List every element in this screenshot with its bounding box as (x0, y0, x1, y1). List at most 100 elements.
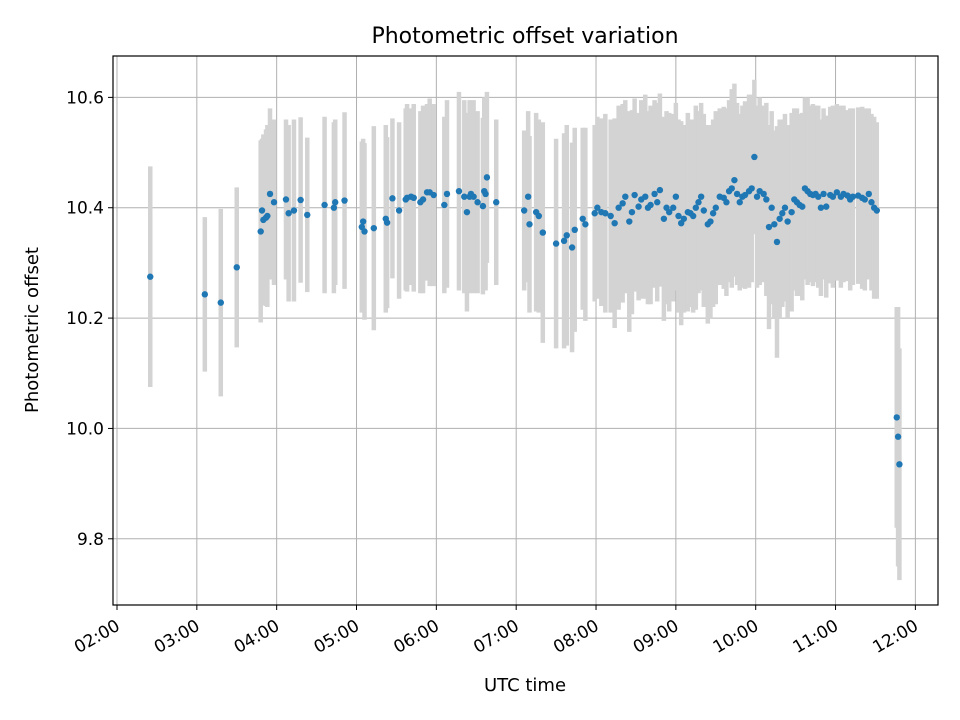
data-point (751, 153, 758, 161)
data-point (619, 200, 626, 207)
data-point (568, 244, 576, 251)
y-axis-label: Photometric offset (22, 247, 43, 413)
data-point (463, 208, 471, 216)
y-tick-label: 10.0 (66, 419, 104, 439)
data-point (820, 190, 827, 198)
data-point (861, 196, 869, 203)
data-point (201, 291, 209, 298)
data-point (666, 208, 673, 216)
data-point (660, 215, 668, 222)
data-point (571, 226, 578, 234)
data-point (654, 199, 661, 206)
data-point (651, 190, 658, 198)
chart-title: Photometric offset variation (371, 24, 678, 49)
data-point (672, 193, 680, 200)
data-point (647, 201, 654, 209)
data-point (781, 204, 789, 211)
data-point (760, 190, 767, 198)
data-point (493, 199, 500, 206)
y-tick-label: 10.4 (66, 199, 104, 219)
data-point (833, 189, 841, 196)
data-point (330, 204, 338, 211)
data-point (389, 195, 396, 202)
data-point (258, 207, 266, 214)
data-point (582, 221, 589, 228)
data-point (815, 193, 822, 200)
data-point (482, 190, 489, 198)
data-point (829, 193, 837, 200)
data-point (695, 199, 702, 206)
data-point (894, 433, 902, 440)
data-point (470, 193, 477, 200)
data-point (896, 461, 903, 468)
data-point (474, 199, 481, 206)
data-point (753, 193, 761, 200)
data-point (264, 212, 271, 220)
data-point (823, 203, 830, 210)
data-point (849, 193, 857, 200)
data-point (443, 190, 451, 198)
data-point (868, 199, 875, 206)
data-point (535, 212, 543, 220)
data-point (628, 208, 636, 216)
data-point (697, 193, 705, 200)
data-point (147, 273, 154, 280)
data-point (626, 218, 633, 225)
data-point (419, 196, 427, 203)
data-point (602, 210, 609, 217)
data-point (692, 204, 700, 211)
y-tick-label: 10.2 (66, 309, 104, 329)
data-point (642, 193, 649, 200)
data-point (539, 229, 546, 236)
data-point (731, 176, 738, 184)
data-point (736, 199, 743, 206)
data-point (733, 190, 741, 198)
data-point (579, 215, 586, 222)
data-point (297, 196, 304, 204)
data-point (728, 185, 735, 192)
data-point (395, 207, 403, 214)
data-point (233, 264, 240, 271)
data-point (270, 199, 278, 206)
data-point (266, 190, 274, 198)
data-point (285, 210, 292, 217)
data-point (748, 185, 755, 192)
data-point (741, 191, 749, 199)
data-point (689, 212, 697, 220)
data-point (257, 228, 264, 235)
data-point (709, 210, 717, 217)
data-point (332, 199, 339, 206)
data-point (520, 207, 528, 214)
plot-frame (112, 55, 939, 606)
data-point (370, 224, 378, 232)
data-point (765, 223, 773, 231)
data-point (591, 210, 598, 217)
data-point (893, 414, 900, 421)
data-point (635, 203, 642, 210)
data-point (441, 201, 448, 209)
data-point (611, 219, 618, 227)
data-point (290, 207, 298, 214)
y-tick-label: 10.6 (66, 88, 104, 108)
data-point (771, 221, 778, 228)
data-point (552, 240, 560, 247)
data-point (560, 237, 568, 245)
data-point (361, 228, 368, 235)
data-point (607, 212, 614, 220)
data-point (784, 218, 791, 225)
data-point (383, 219, 391, 226)
data-point (817, 204, 825, 211)
data-point (341, 197, 348, 204)
data-point (594, 204, 601, 211)
data-point (670, 204, 677, 211)
data-point (526, 221, 533, 228)
data-point (763, 196, 770, 203)
data-point (524, 193, 532, 200)
data-point (631, 191, 638, 199)
data-point (700, 207, 708, 214)
data-point (455, 187, 463, 195)
data-point (799, 203, 806, 210)
data-point (622, 193, 629, 200)
data-point (773, 238, 781, 246)
